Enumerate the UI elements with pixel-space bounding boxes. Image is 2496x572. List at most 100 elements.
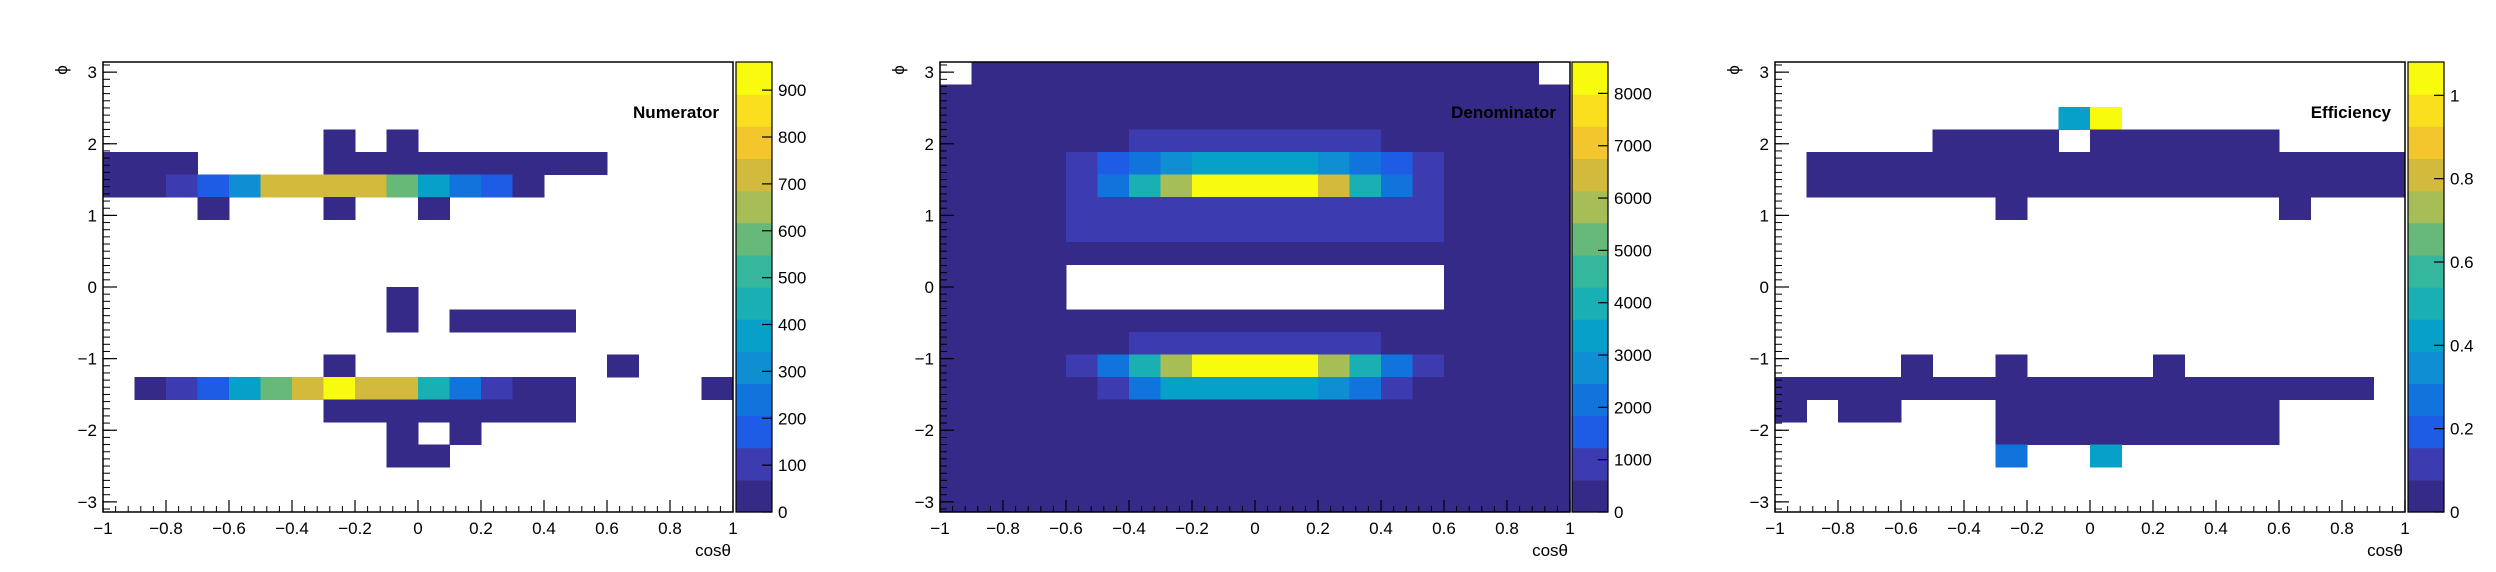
x-tick-label: 0.4 <box>532 519 556 538</box>
color-bar-segment <box>1572 104 1608 117</box>
heatmap-cell <box>481 399 513 423</box>
heatmap-cell <box>1255 197 1287 220</box>
heatmap-cell <box>2058 174 2091 198</box>
color-bar-segment <box>736 437 772 449</box>
heatmap-cell <box>1192 422 1224 445</box>
heatmap-cell <box>1412 467 1445 490</box>
heatmap-cell <box>1160 309 1193 333</box>
y-tick-label: 1 <box>88 206 97 225</box>
heatmap-cell <box>2153 152 2185 175</box>
heatmap-cell <box>1444 129 1476 153</box>
heatmap-cell <box>1507 242 1539 265</box>
heatmap-cell <box>1034 489 1067 513</box>
heatmap-cell <box>1995 152 2028 175</box>
heatmap-cell <box>1507 174 1539 198</box>
color-bar-segment <box>2408 179 2444 192</box>
heatmap-cell <box>1869 152 1902 175</box>
heatmap-cell <box>2184 129 2217 153</box>
heatmap-cell <box>1444 287 1476 310</box>
heatmap-cell <box>134 152 167 175</box>
heatmap-cell <box>1538 219 1571 243</box>
heatmap-cell <box>2153 129 2185 153</box>
heatmap-cell <box>1129 399 1161 423</box>
heatmap-cell <box>1160 354 1193 378</box>
heatmap-cell <box>1003 84 1035 108</box>
heatmap-cell <box>1223 129 1256 153</box>
heatmap-cell <box>2216 129 2248 153</box>
heatmap-cell <box>1129 354 1161 378</box>
heatmap-cell <box>1318 174 1350 198</box>
heatmap-cell <box>2027 174 2059 198</box>
color-bar-segment <box>2408 158 2444 170</box>
heatmap-cell <box>1381 242 1413 265</box>
heatmap-cell <box>1255 399 1287 423</box>
heatmap-cell <box>512 399 545 423</box>
heatmap-cell <box>1349 444 1382 468</box>
heatmap-cell <box>166 377 198 400</box>
heatmap-cell <box>1538 197 1571 220</box>
heatmap-cell <box>1444 309 1476 333</box>
heatmap-cell <box>1318 107 1350 130</box>
color-bar-segment <box>736 297 772 310</box>
heatmap-cell <box>355 152 387 175</box>
heatmap-cell <box>971 197 1004 220</box>
heatmap-cell <box>971 377 1004 400</box>
heatmap-cell <box>512 174 545 198</box>
heatmap-cell <box>197 377 230 400</box>
heatmap-cell <box>1412 219 1445 243</box>
heatmap-cell <box>940 377 972 400</box>
heatmap-cell <box>1255 489 1287 513</box>
y-tick-label: 0 <box>1760 278 1769 297</box>
heatmap-cell <box>1034 107 1067 130</box>
heatmap-cell <box>1995 354 2028 378</box>
heatmap-cell <box>1349 377 1382 400</box>
heatmap-cell <box>1444 107 1476 130</box>
heatmap-cell <box>940 242 972 265</box>
x-tick-label: 0 <box>2085 519 2094 538</box>
color-bar-segment <box>736 372 772 385</box>
heatmap-cell <box>418 197 450 220</box>
heatmap-cell <box>1223 422 1256 445</box>
heatmap-cell <box>1160 467 1193 490</box>
heatmap-cell <box>1412 444 1445 468</box>
heatmap-cell <box>1034 264 1067 288</box>
heatmap-cell <box>1475 152 1508 175</box>
heatmap-cell <box>1412 152 1445 175</box>
heatmap-cell <box>386 287 419 310</box>
heatmap-cell <box>1255 84 1287 108</box>
heatmap-cell <box>1349 309 1382 333</box>
heatmap-cell <box>1255 309 1287 333</box>
heatmap-cell <box>134 377 167 400</box>
heatmap-cell <box>1775 399 1807 423</box>
color-bar-segment <box>736 383 772 395</box>
color-bar-segment <box>736 415 772 427</box>
y-tick-label: −2 <box>78 421 97 440</box>
heatmap-cell <box>1286 444 1319 468</box>
heatmap-cell <box>1066 444 1098 468</box>
heatmap-cell <box>2342 174 2374 198</box>
heatmap-cell <box>1003 354 1035 378</box>
heatmap-cell <box>1192 62 1224 85</box>
heatmap-cell <box>1286 129 1319 153</box>
color-bar-segment <box>736 458 772 470</box>
heatmap-cell <box>2027 422 2059 445</box>
heatmap-cell <box>2310 152 2343 175</box>
heatmap-cell <box>1066 422 1098 445</box>
heatmap-cell <box>1223 62 1256 85</box>
heatmap-cell <box>2279 377 2311 400</box>
heatmap-cell <box>2153 422 2185 445</box>
heatmap-cell <box>2216 152 2248 175</box>
color-bar-segment <box>2408 297 2444 310</box>
panel-2: −1 −0.8 −0.6 −0.4 −0.2 0 0.2 0.4 0.6 0.8 1 cosθ −3 −2… <box>889 61 1652 560</box>
color-bar-segment <box>1572 62 1608 74</box>
heatmap-cell <box>323 129 356 153</box>
heatmap-cell <box>1003 399 1035 423</box>
x-axis: −1 −0.8 −0.6 −0.4 −0.2 0 0.2 0.4 0.6 0.8 1 cosθ <box>1765 500 2410 560</box>
heatmap-cell <box>1034 422 1067 445</box>
heatmap-cell <box>1192 399 1224 423</box>
heatmap-cell <box>2121 377 2154 400</box>
heatmap-cell <box>1444 399 1476 423</box>
color-bar-segment <box>2408 190 2444 202</box>
heatmap-cell <box>940 354 972 378</box>
heatmap-cell <box>1381 422 1413 445</box>
